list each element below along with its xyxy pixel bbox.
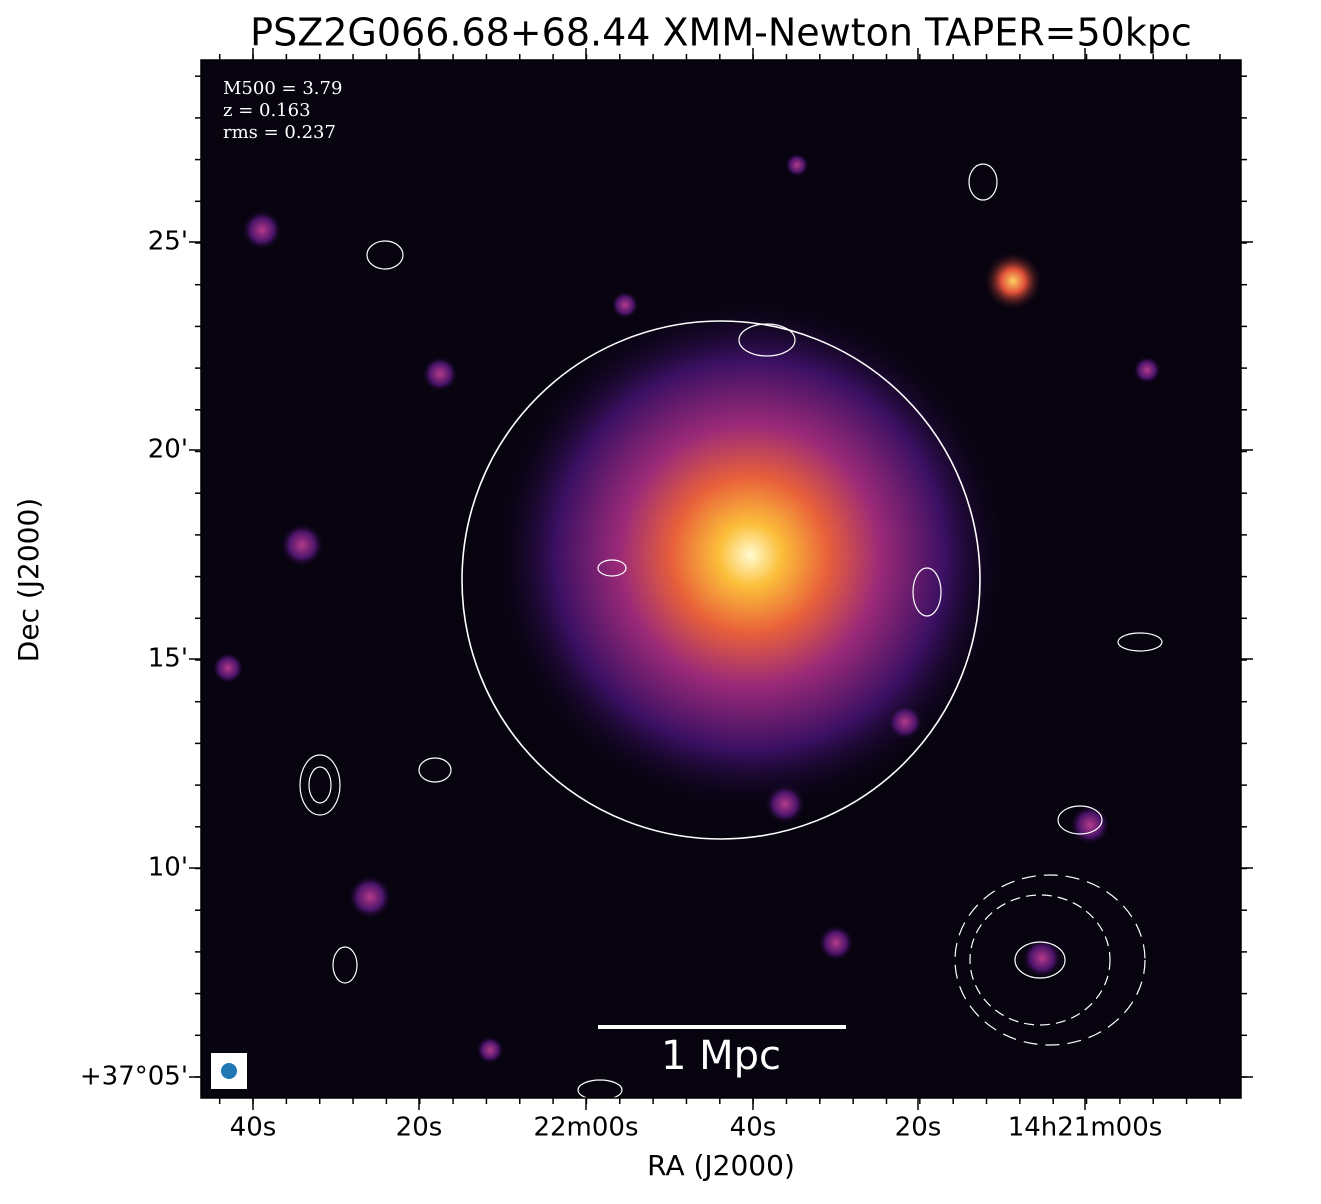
x-tick-label: 20s	[895, 1113, 942, 1143]
scale-bar-label: 1 Mpc	[661, 1033, 781, 1079]
title: PSZ2G066.68+68.44 XMM-Newton TAPER=50kpc	[250, 11, 1192, 55]
y-tick-label: 20'	[148, 435, 188, 465]
y-tick-label: 10'	[148, 853, 188, 883]
y-tick-label: +37°05'	[80, 1062, 188, 1092]
y-axis-label: Dec (J2000)	[12, 498, 45, 662]
annotation: z = 0.163	[223, 100, 311, 121]
annotation: rms = 0.237	[223, 122, 336, 143]
x-axis-label: RA (J2000)	[647, 1149, 795, 1182]
x-tick-label: 20s	[396, 1113, 443, 1143]
annotation: M500 = 3.79	[223, 78, 342, 99]
x-tick-label: 22m00s	[533, 1113, 638, 1143]
x-tick-label: 40s	[230, 1113, 277, 1143]
y-tick-label: 15'	[148, 644, 188, 674]
x-tick-label: 14h21m00s	[1008, 1113, 1163, 1143]
sky-image	[201, 60, 1241, 1098]
ticks: 40s 20s 22m00s 40s 20s 14h21m00s 25' 20' 15' 10' +…	[80, 48, 1253, 1143]
x-tick-label: 40s	[730, 1113, 777, 1143]
y-tick-label: 25'	[148, 227, 188, 257]
